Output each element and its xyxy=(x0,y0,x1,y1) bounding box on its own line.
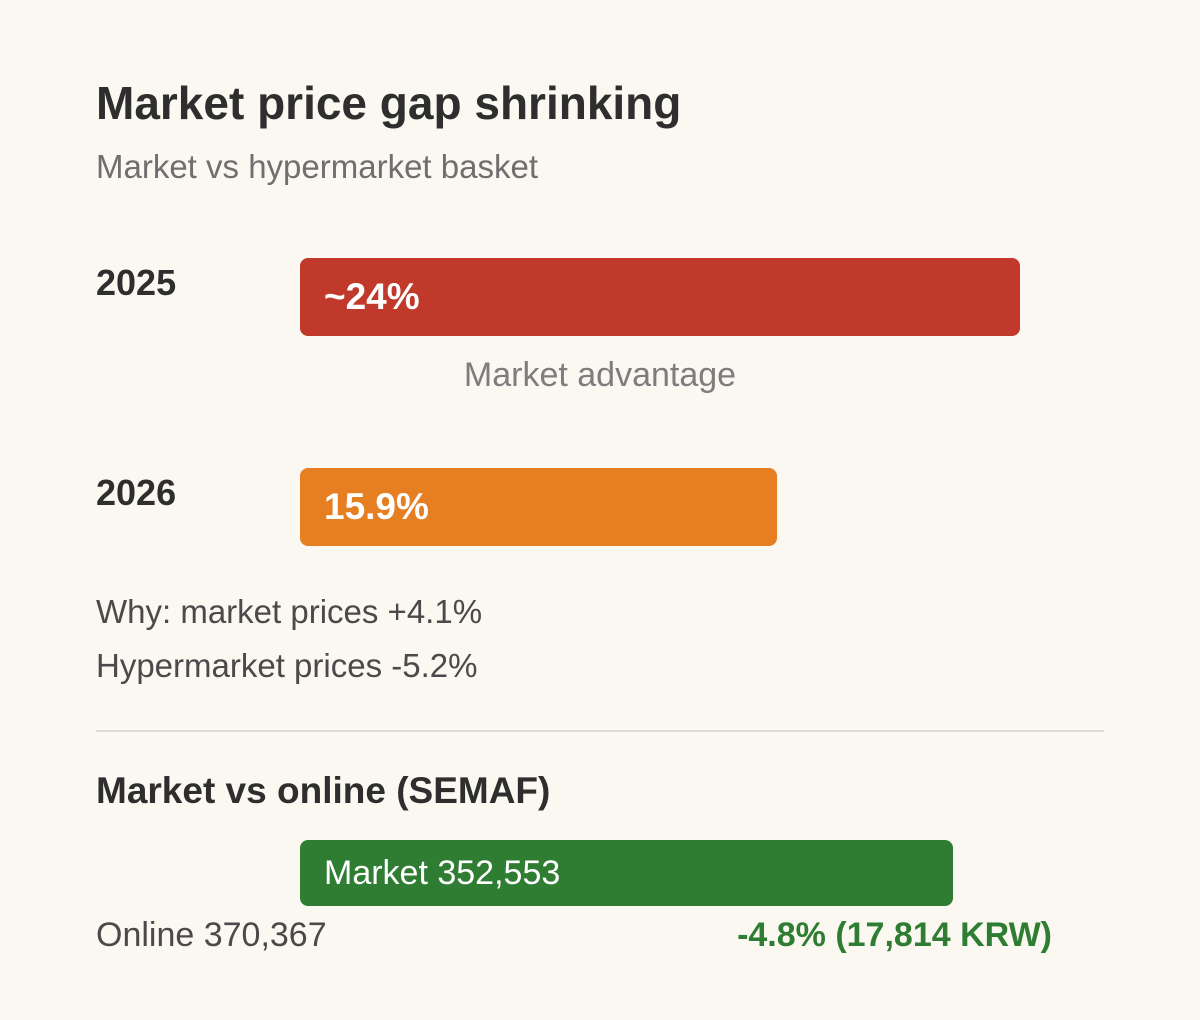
category-label-2025: 2025 xyxy=(96,262,177,303)
chart-subtitle: Market vs hypermarket basket xyxy=(96,148,538,185)
market-bar: Market 352,553 xyxy=(300,840,953,906)
category-label-2026: 2026 xyxy=(96,472,177,513)
note-market-prices: Why: market prices +4.1% xyxy=(96,593,483,630)
online-price-label: Online 370,367 xyxy=(96,916,327,954)
bar-caption: Market advantage xyxy=(463,356,737,394)
note-hypermarket-prices: Hypermarket prices -5.2% xyxy=(96,647,478,684)
price-difference-label: -4.8% (17,814 KRW) xyxy=(737,916,1052,954)
bar-2025: ~24% xyxy=(300,258,1020,336)
section-divider xyxy=(96,730,1104,732)
online-section-title: Market vs online (SEMAF) xyxy=(96,770,551,811)
bar-value-label-2025: ~24% xyxy=(324,276,420,317)
market-bar-label: Market 352,553 xyxy=(324,853,561,892)
chart-title: Market price gap shrinking xyxy=(96,77,682,129)
bar-value-label-2026: 15.9% xyxy=(324,486,429,527)
bar-2026: 15.9% xyxy=(300,468,777,546)
